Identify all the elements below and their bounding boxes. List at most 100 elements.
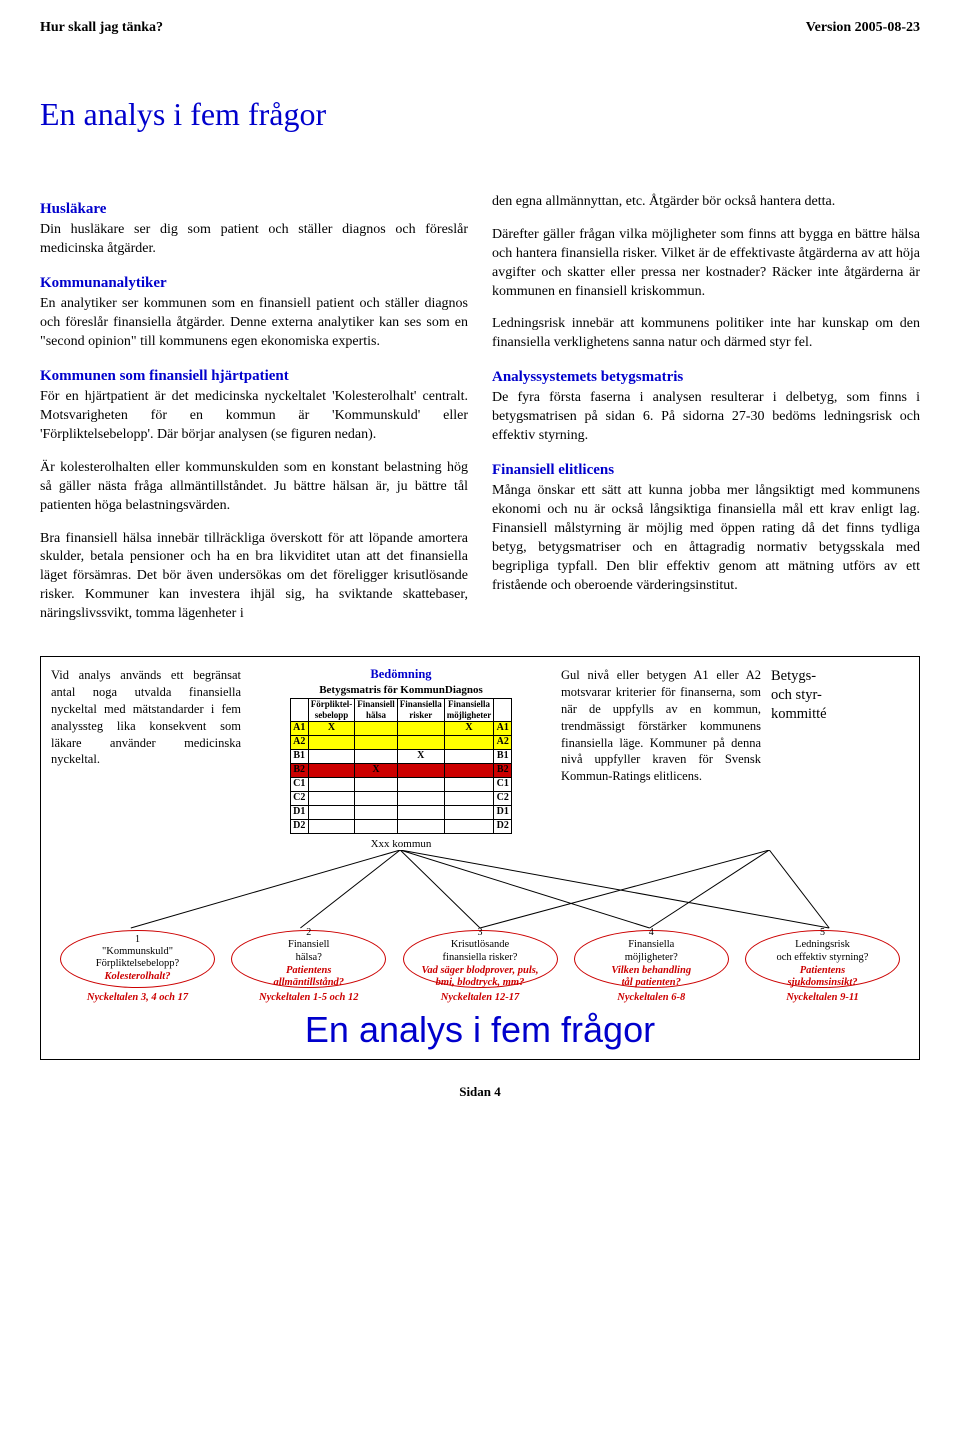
nyckel-label: Nyckeltalen 12-17 [441, 992, 519, 1003]
bubble-line2: Vilken behandlingtål patienten? [583, 965, 720, 990]
diagram-left-text: Vid analys används ett begränsat antal n… [51, 667, 241, 768]
matrix-grade-right: C2 [494, 791, 512, 805]
heading-elitlicens: Finansiell elitlicens [492, 460, 920, 480]
matrix-cell [355, 735, 398, 749]
matrix-cell [308, 819, 355, 833]
bubble-line2: Patientenssjukdomsinsikt? [754, 965, 891, 990]
matrix-cell: X [444, 721, 493, 735]
matrix-grade-left: B2 [290, 763, 308, 777]
para-r2: Därefter gäller frågan vilka möjligheter… [492, 226, 920, 302]
bubble-col: 2Finansiellhälsa?Patientensallmäntillstå… [226, 930, 391, 1003]
heading-kommunanalytiker: Kommunanalytiker [40, 273, 468, 293]
matrix-cell [444, 749, 493, 763]
bubble-number: 1 [69, 934, 206, 946]
bubble-col: 4Finansiellamöjligheter?Vilken behandlin… [569, 930, 734, 1003]
bubble-col: 3Krisutlösandefinansiella risker?Vad säg… [398, 930, 563, 1003]
heading-betygsmatris: Analyssystemets betygsmatris [492, 367, 920, 387]
matrix-cell: X [397, 749, 444, 763]
bubble-col: 5Ledningsriskoch effektiv styrning?Patie… [740, 930, 905, 1003]
bubble: 2Finansiellhälsa?Patientensallmäntillstå… [231, 930, 386, 988]
matrix-grade-right: D2 [494, 819, 512, 833]
diagram-center: Bedömning Betygsmatris för KommunDiagnos… [251, 667, 551, 850]
bubble-line1: Ledningsriskoch effektiv styrning? [754, 939, 891, 964]
bubble: 5Ledningsriskoch effektiv styrning?Patie… [745, 930, 900, 988]
bubble-line2: Kolesterolhalt? [69, 971, 206, 984]
matrix-grade-left: A1 [290, 721, 308, 735]
matrix-cell [355, 819, 398, 833]
para-r4: De fyra första faserna i analysen result… [492, 389, 920, 446]
bubble-line2: Vad säger blodprover, puls,bmi, blodtryc… [412, 965, 549, 990]
matrix-header: Finansiellamöjligheter [444, 699, 493, 722]
matrix-grade-right: C1 [494, 777, 512, 791]
diagram-right-text: Gul nivå eller betygen A1 eller A2 motsv… [561, 667, 761, 785]
rating-matrix: Förpliktel-sebeloppFinansiellhälsaFinans… [290, 698, 513, 834]
para-l5: Bra finansiell hälsa innebär tillräcklig… [40, 530, 468, 624]
para-r3: Ledningsrisk innebär att kommunens polit… [492, 315, 920, 353]
bubble-col: 1"Kommunskuld"Förpliktelsebelopp?Koleste… [55, 930, 220, 1003]
left-column: Husläkare Din husläkare ser dig som pati… [40, 193, 468, 638]
heading-huslakare: Husläkare [40, 199, 468, 219]
diagram-box: Vid analys används ett begränsat antal n… [40, 656, 920, 1060]
matrix-header: Förpliktel-sebelopp [308, 699, 355, 722]
para-r1: den egna allmännyttan, etc. Åtgärder bör… [492, 193, 920, 212]
matrix-cell [397, 763, 444, 777]
matrix-cell [355, 749, 398, 763]
matrix-grade-right: B2 [494, 763, 512, 777]
matrix-cell [444, 763, 493, 777]
bubble-line1: Finansiellamöjligheter? [583, 939, 720, 964]
matrix-grade-left: B1 [290, 749, 308, 763]
matrix-cell [355, 791, 398, 805]
matrix-cell [355, 721, 398, 735]
bubbles-row: 1"Kommunskuld"Förpliktelsebelopp?Koleste… [51, 930, 909, 1003]
para-r5: Många önskar ett sätt att kunna jobba me… [492, 482, 920, 595]
bubble-line1: Krisutlösandefinansiella risker? [412, 939, 549, 964]
heading-hjartpatient: Kommunen som finansiell hjärtpatient [40, 366, 468, 386]
page-footer: Sidan 4 [40, 1084, 920, 1100]
spoke-lines-svg [51, 850, 909, 930]
bubble-line2: Patientensallmäntillstånd? [240, 965, 377, 990]
matrix-header [290, 699, 308, 722]
right-column: den egna allmännyttan, etc. Åtgärder bör… [492, 193, 920, 638]
para-l3: För en hjärtpatient är det medicinska ny… [40, 388, 468, 445]
matrix-cell: X [308, 721, 355, 735]
matrix-cell [444, 791, 493, 805]
matrix-cell [397, 805, 444, 819]
matrix-grade-right: B1 [494, 749, 512, 763]
matrix-cell [397, 791, 444, 805]
matrix-grade-left: C2 [290, 791, 308, 805]
para-l2: En analytiker ser kommunen som en finans… [40, 295, 468, 352]
matrix-cell [397, 735, 444, 749]
matrix-cell [355, 805, 398, 819]
matrix-grade-right: D1 [494, 805, 512, 819]
matrix-grade-left: A2 [290, 735, 308, 749]
big-analys-line: En analys i fem frågor [51, 1009, 909, 1051]
nyckel-label: Nyckeltalen 9-11 [786, 992, 859, 1003]
matrix-grade-right: A2 [494, 735, 512, 749]
matrix-cell [308, 805, 355, 819]
matrix-cell [308, 791, 355, 805]
matrix-cell [444, 805, 493, 819]
bubble: 3Krisutlösandefinansiella risker?Vad säg… [403, 930, 558, 988]
betygs-kommitte: Betygs-och styr-kommitté [771, 667, 891, 724]
bubble-line1: "Kommunskuld"Förpliktelsebelopp? [69, 946, 206, 971]
matrix-cell: X [355, 763, 398, 777]
header-right: Version 2005-08-23 [806, 20, 920, 36]
bubble: 1"Kommunskuld"Förpliktelsebelopp?Koleste… [60, 930, 215, 988]
matrix-cell [444, 735, 493, 749]
para-l4: Är kolesterolhalten eller kommunskulden … [40, 459, 468, 516]
matrix-cell [308, 735, 355, 749]
main-title: En analys i fem frågor [40, 96, 920, 133]
matrix-cell [308, 777, 355, 791]
matrix-grade-left: C1 [290, 777, 308, 791]
matrix-cell [355, 777, 398, 791]
spokes [51, 850, 909, 930]
bubble-line1: Finansiellhälsa? [240, 939, 377, 964]
header-left: Hur skall jag tänka? [40, 20, 163, 36]
nyckel-label: Nyckeltalen 1-5 och 12 [259, 992, 358, 1003]
matrix-header: Finansiellarisker [397, 699, 444, 722]
matrix-grade-left: D2 [290, 819, 308, 833]
matrix-cell [444, 819, 493, 833]
matrix-cell [397, 819, 444, 833]
matrix-cell [444, 777, 493, 791]
matrix-title: Betygsmatris för KommunDiagnos [251, 684, 551, 696]
